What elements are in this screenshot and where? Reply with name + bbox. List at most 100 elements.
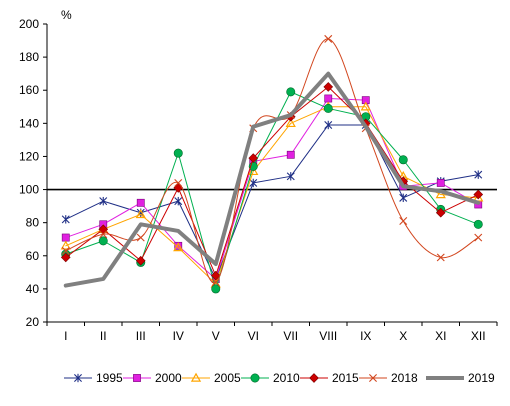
x-tick-label: X — [399, 329, 407, 343]
x-tick-label: XI — [435, 329, 446, 343]
x-axis: I II III IV V VI VII VIII IX X XI XII — [46, 322, 498, 343]
series-2019 — [63, 71, 481, 288]
series-line-1995 — [65, 124, 479, 280]
data-point-2018 — [436, 253, 445, 262]
legend-entry-2019: 2019 — [426, 371, 495, 385]
data-point-2005 — [248, 166, 259, 176]
data-point-2005 — [285, 118, 296, 128]
data-point-1995 — [61, 215, 70, 224]
x-tick-label: VIII — [319, 329, 337, 343]
legend-entry-1995: 1995 — [64, 371, 123, 385]
y-tick-label: 160 — [19, 83, 39, 97]
data-point-2010 — [398, 155, 408, 165]
data-point-2018 — [174, 178, 183, 187]
data-point-2018 — [399, 217, 408, 226]
legend-entry-2018: 2018 — [359, 371, 418, 385]
legend-marker — [74, 373, 82, 383]
data-point-2015 — [210, 270, 221, 281]
data-point-2010 — [286, 87, 296, 97]
legend-label: 2010 — [273, 371, 300, 385]
data-point-2010 — [323, 103, 333, 113]
series-2005 — [60, 101, 484, 288]
data-point-1995 — [249, 178, 258, 188]
legend-marker — [369, 374, 377, 382]
data-point-2000 — [436, 179, 445, 187]
legend-entry-2015: 2015 — [300, 371, 359, 385]
data-point-1995 — [174, 196, 183, 206]
data-point-2005 — [360, 101, 371, 111]
data-point-2018 — [324, 34, 333, 43]
data-point-2015 — [473, 189, 484, 200]
data-point-1995 — [474, 170, 483, 179]
data-point-2018 — [99, 230, 108, 239]
y-tick-label: 200 — [19, 17, 39, 31]
y-tick-label: 100 — [19, 183, 39, 197]
data-point-1995 — [286, 172, 295, 181]
data-point-2010 — [98, 236, 108, 246]
data-point-2018 — [474, 233, 483, 242]
data-point-1995 — [324, 120, 333, 130]
legend-label: 2000 — [155, 371, 182, 385]
y-tick-label: 60 — [26, 249, 40, 263]
x-tick-label: IX — [360, 329, 371, 343]
data-point-2000 — [286, 150, 295, 159]
y-tick-label: 40 — [26, 282, 40, 296]
legend-marker — [250, 373, 260, 383]
legend-label: 2018 — [391, 371, 418, 385]
data-point-2010 — [473, 219, 483, 229]
legend-label: 2019 — [468, 371, 495, 385]
legend: 1995 2000 2005 2010 2015 2018 2019 — [64, 371, 495, 385]
y-tick-label: 80 — [26, 216, 40, 230]
y-axis: 20 40 60 80 100 120 140 160 180 200 — [19, 17, 47, 329]
y-unit-label: % — [61, 8, 72, 22]
y-tick-label: 140 — [19, 116, 39, 130]
data-point-2010 — [211, 284, 221, 294]
plot-area — [46, 24, 497, 323]
data-point-2015 — [323, 82, 334, 92]
legend-marker — [309, 373, 319, 383]
data-point-2000 — [136, 198, 145, 207]
x-tick-label: IV — [173, 329, 184, 343]
x-tick-label: XII — [471, 329, 486, 343]
data-point-2015 — [248, 153, 259, 163]
data-point-2005 — [435, 189, 446, 199]
series-line-2019 — [63, 71, 481, 288]
data-point-2005 — [173, 242, 184, 252]
legend-entry-2010: 2010 — [241, 371, 300, 385]
data-point-2010 — [173, 148, 183, 158]
legend-marker — [190, 372, 202, 382]
data-point-2018 — [211, 278, 220, 287]
legend-label: 2005 — [214, 371, 241, 385]
legend-marker — [133, 374, 141, 382]
series-line-2015 — [65, 86, 479, 277]
data-point-2015 — [173, 183, 184, 193]
legend-label: 1995 — [96, 371, 123, 385]
data-point-1995 — [99, 196, 108, 206]
x-tick-label: VII — [283, 329, 298, 343]
x-tick-label: VI — [248, 329, 259, 343]
x-tick-label: I — [64, 329, 67, 343]
data-point-2015 — [60, 252, 71, 263]
y-tick-label: 120 — [19, 149, 39, 163]
legend-label: 2015 — [332, 371, 359, 385]
data-point-2005 — [60, 240, 71, 250]
data-point-2018 — [61, 246, 70, 255]
y-tick-label: 20 — [26, 315, 40, 329]
series-line-2010 — [65, 91, 479, 290]
series-1995 — [61, 120, 483, 284]
series-line-2005 — [65, 106, 479, 285]
series-layer — [60, 34, 484, 294]
data-point-2005 — [135, 209, 146, 219]
data-point-2018 — [136, 233, 145, 242]
data-point-2015 — [135, 255, 146, 266]
x-tick-label: III — [136, 329, 146, 343]
x-tick-label: V — [212, 329, 220, 343]
data-point-2015 — [435, 207, 446, 218]
data-point-2000 — [324, 94, 333, 103]
data-point-1995 — [399, 193, 408, 203]
x-tick-label: II — [100, 329, 107, 343]
legend-entry-2005: 2005 — [182, 371, 241, 385]
y-tick-label: 180 — [19, 50, 39, 64]
